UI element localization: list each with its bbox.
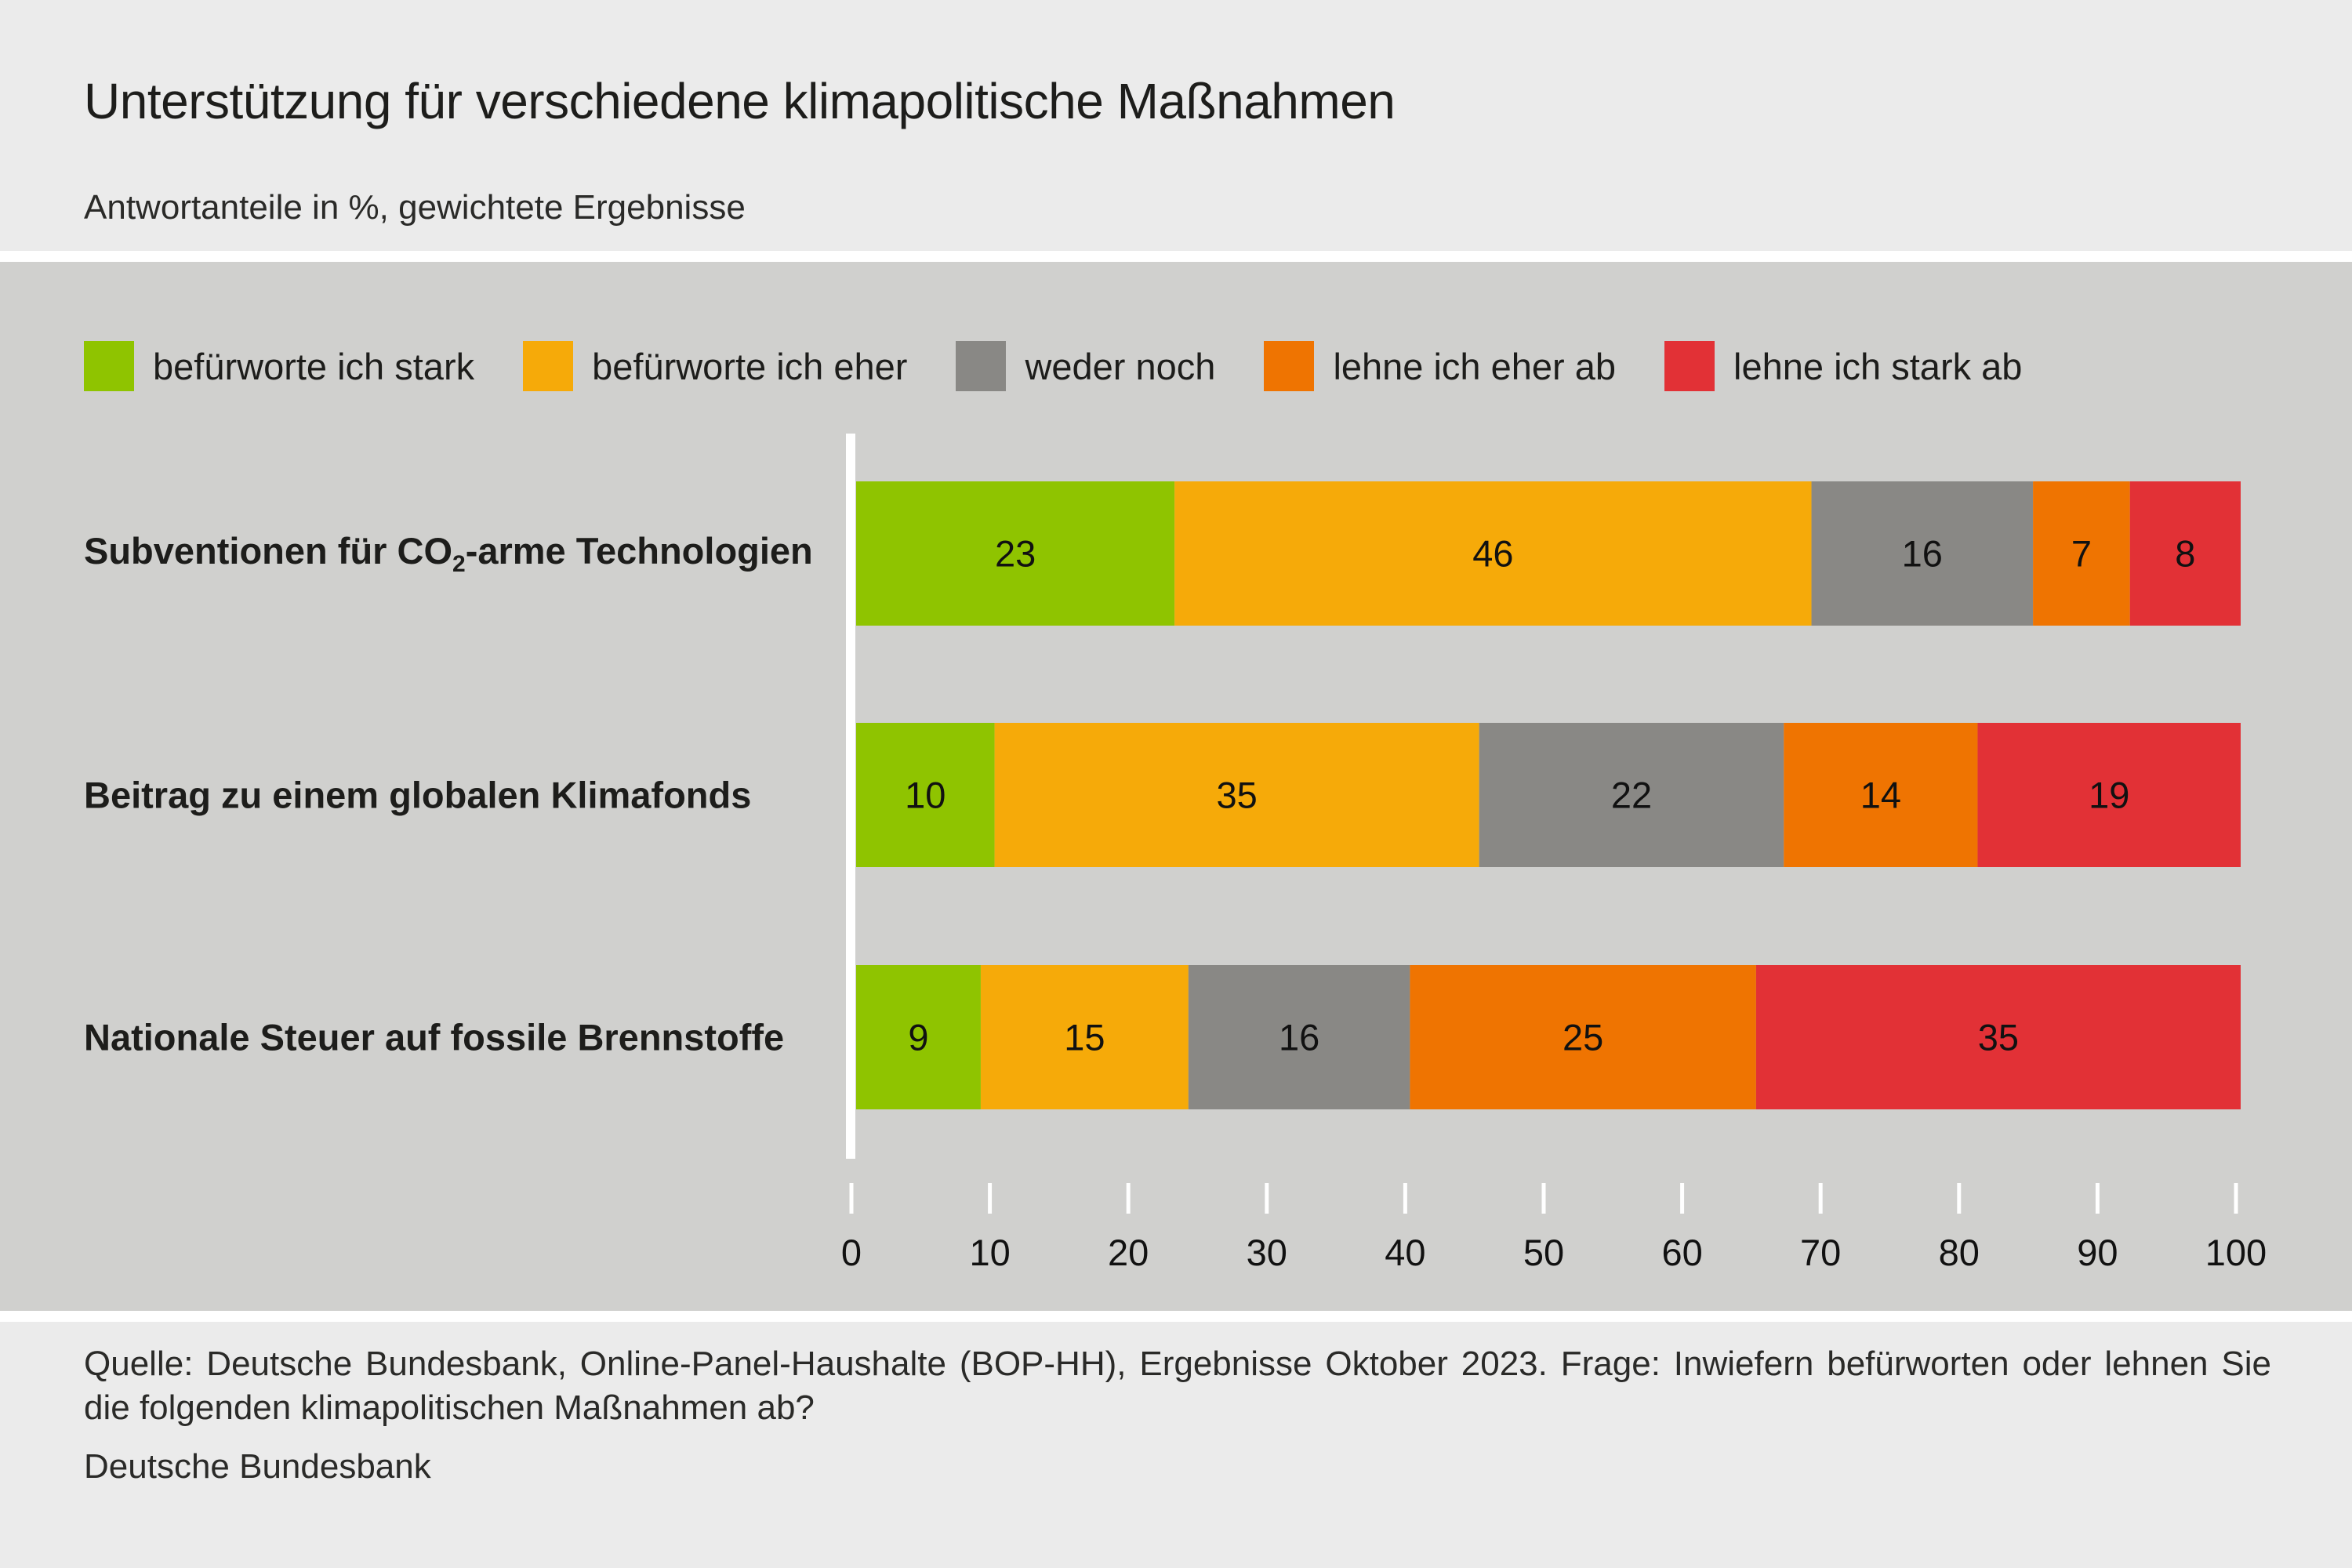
legend-label: lehne ich eher ab	[1333, 345, 1617, 387]
bar-segment	[1479, 723, 1784, 867]
legend-label: weder noch	[1025, 345, 1216, 387]
category-label: Nationale Steuer auf fossile Brennstoffe	[84, 1016, 784, 1059]
x-tick-label: 80	[1939, 1232, 1980, 1273]
legend-label: lehne ich stark ab	[1733, 345, 2023, 387]
legend-swatch	[1264, 341, 1315, 391]
legend-item: befürworte ich eher	[523, 341, 907, 391]
data-label: 22	[1611, 775, 1652, 816]
category-label-text: Beitrag zu einem globalen Klimafonds	[84, 774, 752, 816]
header-separator	[0, 251, 2352, 262]
bar-segment	[1755, 965, 2241, 1109]
legend-item: befürworte ich stark	[84, 341, 474, 391]
header-area	[0, 0, 2352, 251]
category-label: Beitrag zu einem globalen Klimafonds	[84, 774, 751, 817]
data-label: 46	[1472, 533, 1513, 575]
x-tick-label: 70	[1800, 1232, 1841, 1273]
bar-segment	[1784, 723, 1978, 867]
bar-segment	[980, 965, 1189, 1109]
bar-segment	[1811, 481, 2034, 626]
data-label: 16	[1279, 1017, 1319, 1058]
data-label: 7	[2071, 533, 2092, 575]
category-label-text: Nationale Steuer auf fossile Brennstoffe	[84, 1016, 785, 1058]
legend-swatch	[84, 341, 134, 391]
data-label: 15	[1064, 1017, 1105, 1058]
bar-segment	[2129, 481, 2241, 626]
footer-separator	[0, 1311, 2352, 1322]
category-label-tail: -arme Technologien	[465, 530, 813, 572]
category-label-subscript: 2	[452, 551, 466, 577]
x-tick-label: 20	[1108, 1232, 1149, 1273]
data-label: 9	[908, 1017, 928, 1058]
data-label: 19	[2089, 775, 2129, 816]
legend-item: lehne ich stark ab	[1664, 341, 2022, 391]
data-label: 25	[1563, 1017, 1603, 1058]
data-label: 23	[995, 533, 1036, 575]
data-label: 35	[1978, 1017, 2019, 1058]
bar-segment	[856, 481, 1175, 626]
x-tick-label: 50	[1523, 1232, 1564, 1273]
x-tick-label: 30	[1247, 1232, 1287, 1273]
source-note: Quelle: Deutsche Bundesbank, Online-Pane…	[84, 1345, 2271, 1427]
legend-swatch	[523, 341, 574, 391]
legend-label: befürworte ich stark	[153, 345, 475, 387]
data-label: 10	[905, 775, 946, 816]
bar-segment	[1410, 965, 1756, 1109]
category-label: Subventionen für CO2-arme Technologien	[84, 529, 813, 578]
chart-subtitle: Antwortanteile in %, gewichtete Ergebnis…	[84, 188, 746, 227]
x-tick-label: 90	[2077, 1232, 2118, 1273]
legend-swatch	[1664, 341, 1715, 391]
footer-area	[0, 1322, 2352, 1568]
x-tick-label: 60	[1661, 1232, 1702, 1273]
legend-label: befürworte ich eher	[592, 345, 908, 387]
data-label: 35	[1217, 775, 1258, 816]
category-label-text: Subventionen für CO	[84, 530, 452, 572]
x-tick-label: 0	[841, 1232, 862, 1273]
x-tick-label: 40	[1385, 1232, 1425, 1273]
bar-segment	[1188, 965, 1410, 1109]
bar-segment	[1977, 723, 2241, 867]
legend-item: weder noch	[956, 341, 1215, 391]
bar-segment	[1174, 481, 1812, 626]
bar-segment	[856, 723, 995, 867]
data-label: 16	[1902, 533, 1943, 575]
x-tick-label: 10	[969, 1232, 1010, 1273]
legend: befürworte ich stark befürworte ich eher…	[84, 340, 2071, 392]
publisher-note: Deutsche Bundesbank	[84, 1447, 431, 1486]
bar-segment	[2033, 481, 2130, 626]
data-label: 8	[2175, 533, 2195, 575]
legend-swatch	[956, 341, 1007, 391]
bar-segment	[856, 965, 981, 1109]
bar-segment	[994, 723, 1479, 867]
data-label: 14	[1860, 775, 1901, 816]
legend-item: lehne ich eher ab	[1264, 341, 1616, 391]
chart-title: Unterstützung für verschiedene klimapoli…	[84, 73, 1396, 129]
x-tick-label: 100	[2205, 1232, 2267, 1273]
